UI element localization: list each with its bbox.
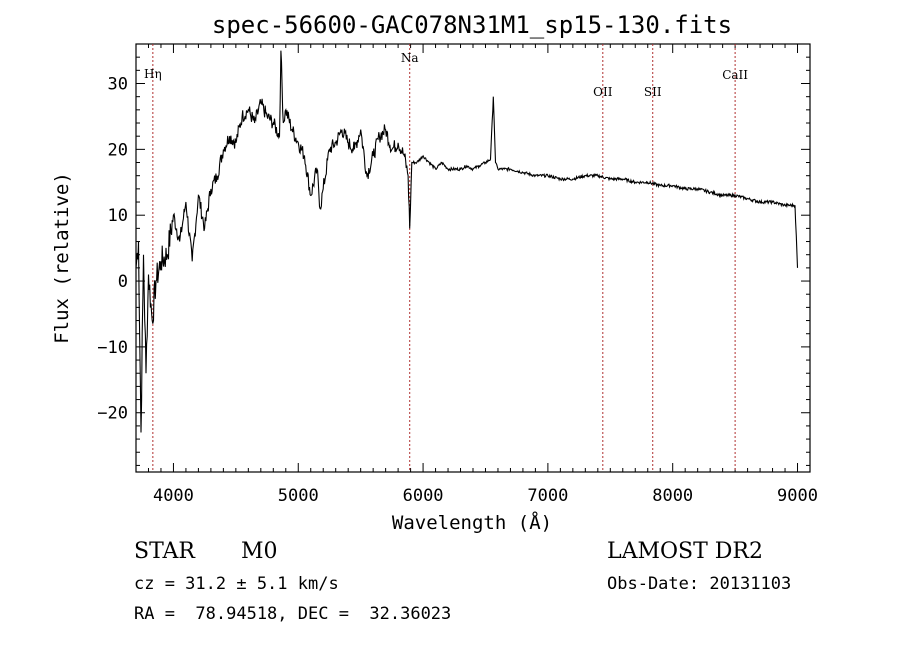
y-axis-label: Flux (relative): [51, 172, 73, 344]
survey-label: LAMOST DR2: [607, 539, 763, 564]
x-tick-label: 9000: [777, 486, 818, 506]
spectral-line-label: Hη: [144, 67, 162, 81]
x-axis-label: Wavelength (Å): [392, 511, 552, 534]
spectral-line-label: SII: [644, 85, 662, 99]
y-tick-label: −10: [97, 338, 128, 358]
obs-date-label: Obs-Date: 20131103: [607, 574, 792, 594]
y-tick-label: −20: [97, 404, 128, 424]
x-tick-label: 5000: [278, 486, 319, 506]
subclass-label: M0: [241, 539, 278, 564]
spectral-line-label: CaII: [722, 68, 748, 82]
y-tick-label: 0: [118, 272, 128, 292]
x-tick-label: 6000: [403, 486, 444, 506]
y-tick-label: 20: [108, 140, 128, 160]
x-tick-label: 4000: [153, 486, 194, 506]
spectral-line-label: OII: [593, 85, 613, 99]
y-tick-label: 10: [108, 206, 128, 226]
chart-title: spec-56600-GAC078N31M1_sp15-130.fits: [212, 11, 732, 39]
x-tick-label: 7000: [527, 486, 568, 506]
coords-label: RA = 78.94518, DEC = 32.36023: [134, 604, 452, 624]
x-tick-label: 8000: [652, 486, 693, 506]
class-label: STAR: [134, 539, 195, 564]
plot-frame: [135, 43, 811, 473]
spectral-line-label: Na: [401, 51, 419, 65]
y-tick-label: 30: [108, 75, 128, 95]
spectrum-line: [135, 50, 799, 433]
redshift-label: cz = 31.2 ± 5.1 km/s: [134, 574, 339, 594]
